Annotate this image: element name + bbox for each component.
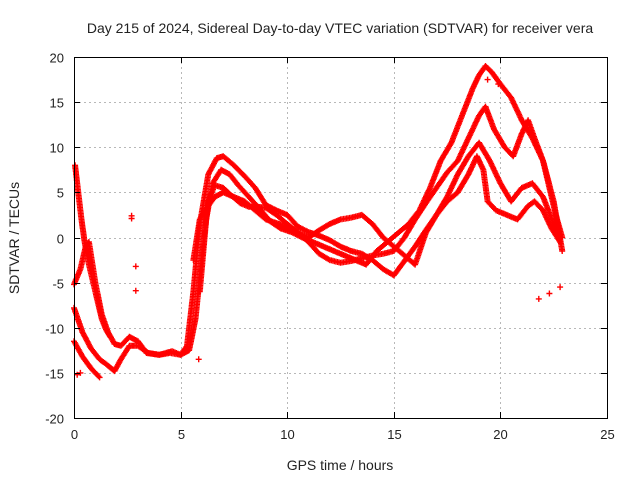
data-points [71,63,566,381]
y-axis-label: SDTVAR / TECUs [6,182,22,294]
data-point [128,215,135,222]
y-tick-label: -20 [45,412,64,427]
y-tick-label: -15 [45,367,64,382]
data-point [74,371,81,378]
data-point [132,287,139,294]
x-tick-label: 15 [387,427,401,442]
y-tick-label: 0 [57,232,64,247]
x-tick-label: 5 [178,427,185,442]
series-track-d [72,153,564,340]
data-point [195,356,202,363]
data-point [484,76,491,83]
x-tick-label: 25 [600,427,614,442]
y-tick-label: -5 [52,277,64,292]
data-point [559,248,566,254]
data-point [546,290,553,297]
y-tick-label: 10 [50,141,64,156]
x-axis-label: GPS time / hours [287,457,394,473]
data-point [107,333,114,340]
y-tick-label: 20 [50,51,64,66]
data-point [77,369,84,376]
data-point [96,374,103,381]
series-track-c [71,63,566,381]
data-point [495,81,502,88]
y-tick-label: 15 [50,96,64,111]
x-tick-label: 10 [280,427,294,442]
grid-lines [74,57,607,418]
x-tick-label: 20 [493,427,507,442]
data-point [535,295,542,302]
axis-ticks: 0 5 10 15 20 25 -20 -15 -10 -5 0 5 10 15 20 [45,51,615,443]
y-tick-label: 5 [57,186,64,201]
data-point [557,239,564,245]
x-tick-label: 0 [71,427,78,442]
data-point [95,373,102,380]
data-point [132,263,139,270]
series-isolated-points [74,76,564,378]
y-tick-label: -10 [45,322,64,337]
data-point [557,284,564,291]
chart-title: Day 215 of 2024, Sidereal Day-to-day VTE… [87,20,593,36]
data-point [144,349,151,356]
